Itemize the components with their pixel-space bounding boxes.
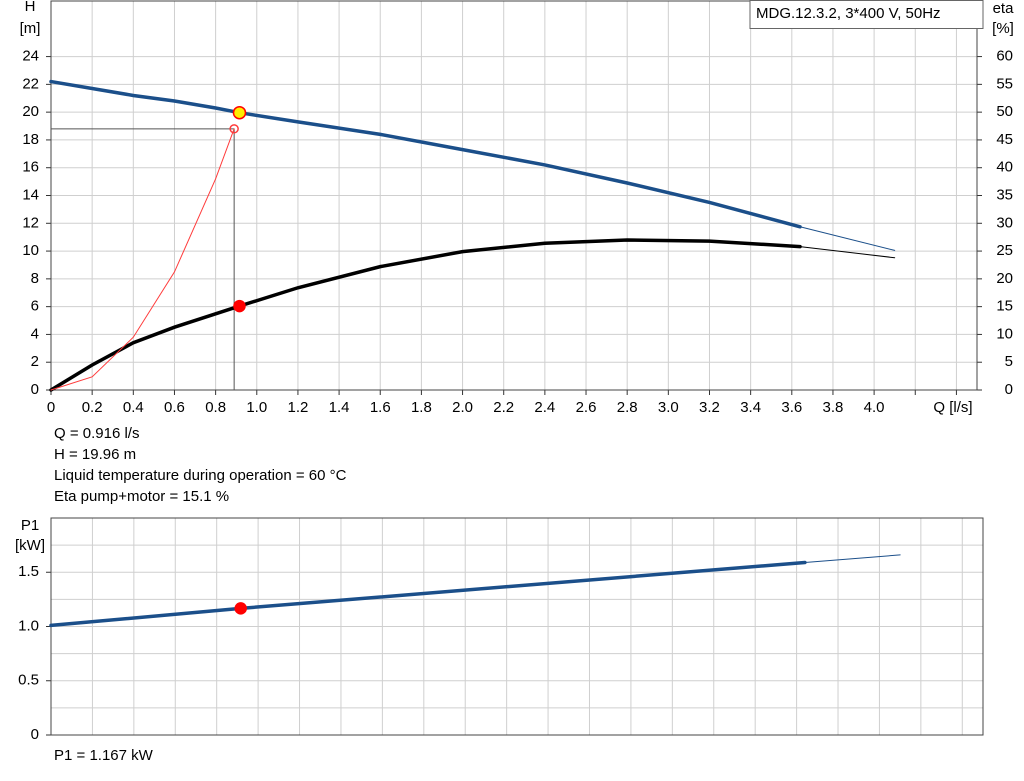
- y-tick-label: 0: [31, 381, 39, 398]
- x-tick-label: 3.2: [699, 399, 720, 416]
- y2-axis-unit: [%]: [992, 20, 1014, 37]
- y-tick-label: 0: [31, 726, 39, 743]
- x-tick-label: 1.4: [329, 399, 350, 416]
- x-tick-label: 1.0: [246, 399, 267, 416]
- y-tick-label: 4: [31, 325, 39, 342]
- x-tick-label: 0.2: [82, 399, 103, 416]
- y-tick-label: 18: [22, 131, 39, 148]
- x-tick-label: 0.8: [205, 399, 226, 416]
- y2-tick-label: 35: [996, 186, 1013, 203]
- y2-tick-label: 60: [996, 48, 1013, 65]
- curve: [799, 226, 896, 251]
- x-tick-label: 3.0: [658, 399, 679, 416]
- y2-tick-label: 5: [1005, 353, 1013, 370]
- x-tick-label: 4.0: [864, 399, 885, 416]
- y2-tick-label: 40: [996, 159, 1013, 176]
- curve: [50, 128, 235, 391]
- x-tick-label: 2.4: [534, 399, 555, 416]
- y-axis-label: H: [25, 0, 36, 15]
- x-tick-label: 2.2: [493, 399, 514, 416]
- x-tick-label: 3.8: [823, 399, 844, 416]
- x-tick-label: 2.0: [452, 399, 473, 416]
- info-line: Liquid temperature during operation = 60…: [54, 467, 347, 484]
- y2-tick-label: 55: [996, 75, 1013, 92]
- x-tick-label: 1.2: [288, 399, 309, 416]
- plot-frame: [50, 0, 978, 391]
- info-line: H = 19.96 m: [54, 446, 136, 463]
- y2-tick-label: 15: [996, 298, 1013, 315]
- y-tick-label: 22: [22, 75, 39, 92]
- x-tick-label: 0.4: [123, 399, 144, 416]
- x-tick-label: 3.6: [781, 399, 802, 416]
- info-line: Eta pump+motor = 15.1 %: [54, 488, 229, 505]
- y2-tick-label: 30: [996, 214, 1013, 231]
- y-tick-label: 20: [22, 103, 39, 120]
- y2-tick-label: 50: [996, 103, 1013, 120]
- curve: [49, 79, 802, 229]
- y-tick-label: 6: [31, 298, 39, 315]
- x-axis-label: Q [l/s]: [933, 399, 972, 416]
- x-tick-label: 2.6: [576, 399, 597, 416]
- y-tick-label: 24: [22, 48, 39, 65]
- curve: [49, 238, 802, 392]
- duty-point: [232, 105, 247, 120]
- y2-tick-label: 45: [996, 131, 1013, 148]
- y2-tick-label: 10: [996, 325, 1013, 342]
- y-tick-label: 14: [22, 186, 39, 203]
- x-tick-label: 1.8: [411, 399, 432, 416]
- legend-text: MDG.12.3.2, 3*400 V, 50Hz: [756, 5, 941, 22]
- x-tick-label: 1.6: [370, 399, 391, 416]
- info-line: Q = 0.916 l/s: [54, 425, 139, 442]
- y-tick-label: 8: [31, 270, 39, 287]
- y-tick-label: 12: [22, 214, 39, 231]
- duty-point: [229, 124, 239, 134]
- curve: [804, 554, 901, 563]
- x-tick-label: 2.8: [617, 399, 638, 416]
- y2-tick-label: 20: [996, 270, 1013, 287]
- y-axis-label: P1: [21, 517, 39, 534]
- y-tick-label: 1.0: [18, 617, 39, 634]
- y-tick-label: 10: [22, 242, 39, 259]
- info-line: P1 = 1.167 kW: [54, 747, 154, 764]
- y2-tick-label: 0: [1005, 381, 1013, 398]
- y2-axis-label: eta: [993, 0, 1015, 17]
- curve: [799, 246, 896, 259]
- y-axis-unit: [kW]: [15, 537, 45, 554]
- x-tick-label: 3.4: [740, 399, 761, 416]
- y-axis-unit: [m]: [20, 20, 41, 37]
- y-tick-label: 16: [22, 159, 39, 176]
- y2-tick-label: 25: [996, 242, 1013, 259]
- x-tick-label: 0.6: [164, 399, 185, 416]
- y-tick-label: 1.5: [18, 563, 39, 580]
- x-tick-label: 0: [47, 399, 55, 416]
- y-tick-label: 2: [31, 353, 39, 370]
- y-tick-label: 0.5: [18, 672, 39, 689]
- duty-point: [233, 299, 246, 313]
- legend-box: [749, 0, 984, 29]
- duty-point: [234, 602, 247, 615]
